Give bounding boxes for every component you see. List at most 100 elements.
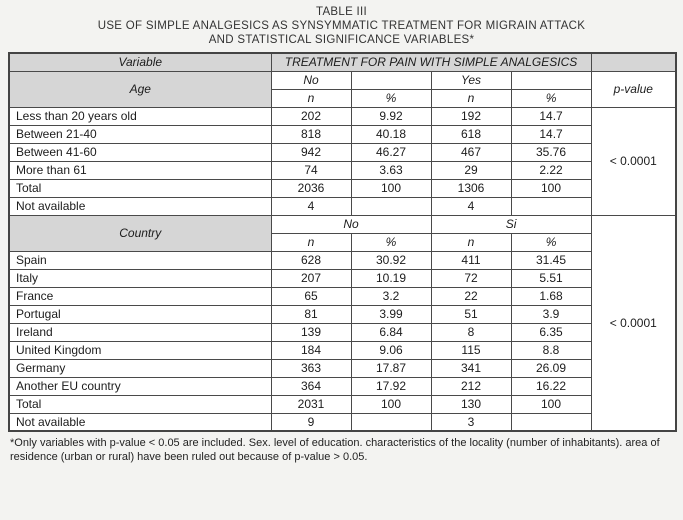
cell-value: 192 <box>430 106 512 126</box>
cell-value: 4 <box>270 196 352 216</box>
row-label: More than 61 <box>8 160 272 180</box>
treatment-header: TREATMENT FOR PAIN WITH SIMPLE ANALGESIC… <box>270 52 592 72</box>
cell-value: 3.9 <box>510 304 592 324</box>
cell-value: 467 <box>430 142 512 162</box>
subheader-n: n <box>430 232 512 252</box>
cell-value: 1306 <box>430 178 512 198</box>
cell-value <box>510 412 592 432</box>
row-label: Total <box>8 178 272 198</box>
row-label: Total <box>8 394 272 414</box>
cell-value: 411 <box>430 250 512 270</box>
section-label-country: Country <box>8 214 272 252</box>
subheader-n: n <box>270 232 352 252</box>
table-row: France 65 3.2 22 1.68 <box>8 286 676 306</box>
table-heading-line2: AND STATISTICAL SIGNIFICANCE VARIABLES* <box>208 34 475 46</box>
cell-value: 9 <box>270 412 352 432</box>
cell-value: 184 <box>270 340 352 360</box>
cell-value: 10.19 <box>350 268 432 288</box>
footnote: *Only variables with p-value < 0.05 are … <box>10 437 660 463</box>
section-label-age: Age <box>8 70 272 108</box>
cell-value: 2031 <box>270 394 352 414</box>
country-group-header-row: Country No Si < 0.0001 <box>8 214 677 432</box>
cell-value: 3.63 <box>350 160 432 180</box>
cell-value: 8.8 <box>510 340 592 360</box>
cell-value: 4 <box>430 196 512 216</box>
row-label: Between 21-40 <box>8 124 272 144</box>
subheader-pct: % <box>350 88 432 108</box>
cell-value: 40.18 <box>350 124 432 144</box>
cell-value: 22 <box>430 286 512 306</box>
cell-value: 2036 <box>270 178 352 198</box>
table-number: TABLE III <box>315 6 368 18</box>
cell-value: 46.27 <box>350 142 432 162</box>
cell-value: 3.99 <box>350 304 432 324</box>
header-spacer-cell <box>590 52 677 72</box>
subheader-n: n <box>270 88 352 108</box>
cell-value <box>350 412 432 432</box>
row-label: France <box>8 286 272 306</box>
subheader-pct: % <box>350 232 432 252</box>
cell-value <box>510 196 592 216</box>
cell-value: 130 <box>430 394 512 414</box>
cell-value: 16.22 <box>510 376 592 396</box>
cell-value: 35.76 <box>510 142 592 162</box>
page: TABLE III USE OF SIMPLE ANALGESICS AS SY… <box>8 5 678 463</box>
table-row: Not available 9 3 <box>8 412 676 432</box>
subheader-pct: % <box>510 88 592 108</box>
table-row: Between 21-40 818 40.18 618 14.7 <box>8 124 676 144</box>
cell-value: 72 <box>430 268 512 288</box>
age-p-value: < 0.0001 <box>590 106 677 216</box>
cell-value: 3 <box>430 412 512 432</box>
cell-value <box>350 196 432 216</box>
cell-value: 1.68 <box>510 286 592 306</box>
cell-value: 9.06 <box>350 340 432 360</box>
cell-value: 17.92 <box>350 376 432 396</box>
analgesics-table: Variable TREATMENT FOR PAIN WITH SIMPLE … <box>8 52 678 432</box>
cell-value: 26.09 <box>510 358 592 378</box>
cell-value: 100 <box>510 178 592 198</box>
cell-value: 202 <box>270 106 352 126</box>
cell-value: 6.84 <box>350 322 432 342</box>
row-label: Italy <box>8 268 272 288</box>
table-row: Ireland 139 6.84 8 6.35 <box>8 322 676 342</box>
table-row: Less than 20 years old 202 9.92 192 14.7… <box>8 106 677 216</box>
cell-value: 29 <box>430 160 512 180</box>
cell-value: 818 <box>270 124 352 144</box>
row-label: Less than 20 years old <box>8 106 272 126</box>
cell-value: 2.22 <box>510 160 592 180</box>
table-row: Portugal 81 3.99 51 3.9 <box>8 304 676 324</box>
table-title: TABLE III USE OF SIMPLE ANALGESICS AS SY… <box>8 5 675 47</box>
row-label: Not available <box>8 196 272 216</box>
empty-cell <box>350 70 432 90</box>
table-row: Total 2036 100 1306 100 <box>8 178 676 198</box>
cell-value: 5.51 <box>510 268 592 288</box>
cell-value: 17.87 <box>350 358 432 378</box>
cell-value: 363 <box>270 358 352 378</box>
cell-value: 74 <box>270 160 352 180</box>
cell-value: 9.92 <box>350 106 432 126</box>
age-yes-label: Yes <box>430 70 512 90</box>
cell-value: 364 <box>270 376 352 396</box>
subheader-pct: % <box>510 232 592 252</box>
row-label: Ireland <box>8 322 272 342</box>
row-label: Another EU country <box>8 376 272 396</box>
country-si-label: Si <box>430 214 592 234</box>
table-row: Total 2031 100 130 100 <box>8 394 676 414</box>
variable-header: Variable <box>8 52 272 72</box>
p-value-header: p-value <box>590 70 677 108</box>
table-row: Italy 207 10.19 72 5.51 <box>8 268 676 288</box>
table-row: More than 61 74 3.63 29 2.22 <box>8 160 676 180</box>
cell-value: 207 <box>270 268 352 288</box>
cell-value: 100 <box>350 178 432 198</box>
country-p-value: < 0.0001 <box>590 214 677 432</box>
cell-value: 30.92 <box>350 250 432 270</box>
cell-value: 51 <box>430 304 512 324</box>
cell-value: 65 <box>270 286 352 306</box>
row-label: Germany <box>8 358 272 378</box>
subheader-n: n <box>430 88 512 108</box>
row-label: Not available <box>8 412 272 432</box>
age-group-header-row: Age No Yes p-value <box>8 70 677 108</box>
cell-value: 942 <box>270 142 352 162</box>
cell-value: 618 <box>430 124 512 144</box>
row-label: Portugal <box>8 304 272 324</box>
